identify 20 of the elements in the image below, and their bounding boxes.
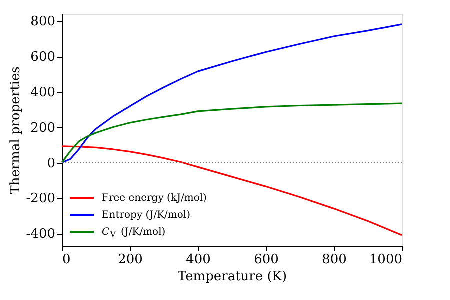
y-tick-label: -400 <box>26 227 56 242</box>
y-tick-label: 800 <box>30 14 56 30</box>
x-tick-label: 600 <box>254 252 279 268</box>
x-tick-label: 400 <box>186 252 211 268</box>
x-axis-title: Temperature (K) <box>178 270 288 284</box>
line-series <box>61 146 403 236</box>
y-tick-label: 0 <box>47 156 56 172</box>
y-tick-label: 200 <box>30 120 56 136</box>
y-tick-label: -200 <box>26 192 56 207</box>
legend-label: Free energy (kJ/mol) <box>102 193 208 204</box>
line-series <box>61 24 403 164</box>
legend-label: Entropy (J/K/mol) <box>102 210 191 221</box>
y-tick-label: 400 <box>30 85 56 100</box>
x-tick-label: 0 <box>62 252 71 268</box>
line-series <box>61 102 403 164</box>
x-tick-label: 200 <box>118 252 143 268</box>
x-tick-label: 1000 <box>369 252 402 268</box>
x-tick-label: 800 <box>322 252 347 268</box>
y-axis-title: Thermal properties <box>8 66 24 194</box>
y-tick-label: 600 <box>30 50 56 66</box>
